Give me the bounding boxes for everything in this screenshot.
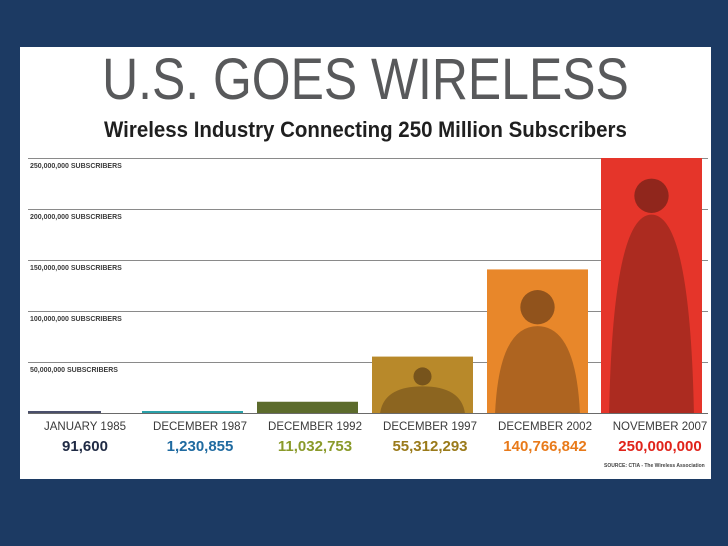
gridline-label: 250,000,000 SUBSCRIBERS: [30, 163, 122, 170]
person-photo-body: [495, 326, 580, 413]
bar: [601, 158, 702, 413]
person-photo-head: [634, 178, 669, 213]
source-note: SOURCE: CTIA - The Wireless Association: [604, 463, 705, 469]
value-label: 11,032,753: [278, 438, 352, 455]
bar: [142, 411, 243, 413]
gridline-label: 100,000,000 SUBSCRIBERS: [30, 316, 122, 323]
value-label: 140,766,842: [503, 438, 586, 455]
category-label: JANUARY 1985: [44, 421, 126, 433]
bar: [28, 411, 101, 413]
value-label: 250,000,000: [618, 438, 701, 455]
gridline-label: 150,000,000 SUBSCRIBERS: [30, 265, 122, 272]
bar: [487, 269, 588, 413]
person-photo-head: [413, 367, 432, 386]
value-label: 55,312,293: [392, 438, 467, 455]
gridline-label: 50,000,000 SUBSCRIBERS: [30, 367, 118, 374]
category-label: DECEMBER 1997: [383, 421, 477, 433]
infographic-card: U.S. GOES WIRELESS Wireless Industry Con…: [20, 47, 711, 479]
category-label: DECEMBER 2002: [498, 421, 592, 433]
gridline-label: 200,000,000 SUBSCRIBERS: [30, 214, 122, 221]
value-label: 91,600: [62, 438, 108, 455]
category-label: DECEMBER 1987: [153, 421, 247, 433]
person-photo-head: [520, 290, 555, 325]
category-label: NOVEMBER 2007: [613, 421, 708, 433]
chart-subtitle: Wireless Industry Connecting 250 Million…: [104, 117, 627, 142]
value-label: 1,230,855: [167, 438, 234, 455]
person-photo-body: [380, 386, 465, 413]
chart-title: U.S. GOES WIRELESS: [102, 47, 629, 112]
category-label: DECEMBER 1992: [268, 421, 362, 433]
bar: [372, 356, 473, 413]
bar: [257, 401, 358, 413]
person-photo-body: [609, 214, 694, 413]
bar-chart: 250,000,000 SUBSCRIBERS 200,000,000 SUBSC…: [28, 158, 708, 469]
